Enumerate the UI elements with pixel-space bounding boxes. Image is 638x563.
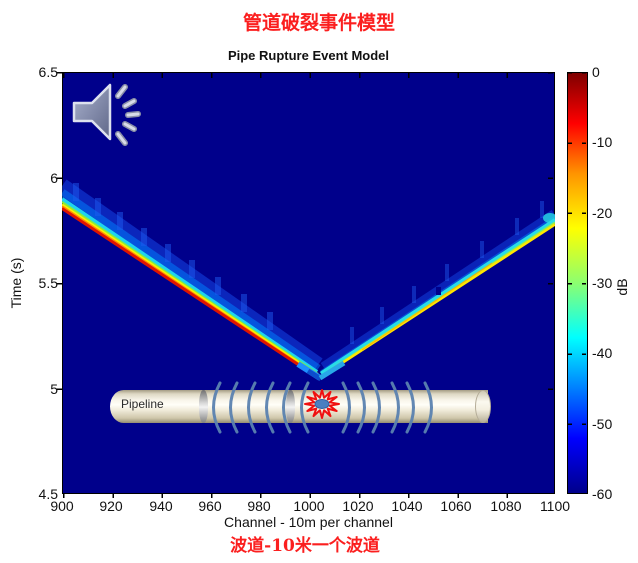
y-tick-label: 6.5	[38, 64, 58, 80]
x-tick-label: 940	[149, 498, 173, 514]
pipe-end-cap	[475, 390, 491, 423]
colorbar-tick-label: -30	[592, 275, 613, 291]
pipeline-label: Pipeline	[121, 397, 164, 411]
pipe-joint	[286, 390, 295, 423]
y-tick-label: 5	[50, 381, 58, 397]
slide-title-chinese: 管道破裂事件模型	[242, 12, 395, 34]
slide-caption-chinese: 波道-10米一个波道	[230, 536, 380, 556]
x-tick-label: 1080	[490, 498, 522, 514]
x-tick-label: 1020	[342, 498, 374, 514]
x-tick-label: 1000	[293, 498, 325, 514]
y-axis-right-ticks	[548, 72, 553, 494]
colorbar-left-ticks	[568, 72, 572, 494]
colorbar-units-label: dB	[614, 278, 630, 296]
y-axis-ticks	[57, 72, 62, 494]
sound-wave-dashes	[115, 84, 141, 146]
speaker-icon[interactable]	[70, 80, 142, 146]
x-tick-label: 1040	[391, 498, 423, 514]
colorbar-tick-label: -20	[592, 205, 613, 221]
pipe-joint	[199, 390, 208, 423]
y-axis-label: Time (s)	[8, 257, 24, 309]
x-tick-label: 1060	[440, 498, 472, 514]
y-tick-label: 4.5	[38, 486, 58, 502]
colorbar-tick-label: 0	[592, 64, 600, 80]
y-tick-label: 6	[50, 170, 58, 186]
x-tick-label: 920	[99, 498, 123, 514]
x-tick-label: 900	[50, 498, 74, 514]
x-tick-label: 980	[247, 498, 271, 514]
x-axis-top-ticks	[63, 73, 554, 78]
x-axis-bottom-ticks	[63, 494, 554, 498]
pipeline-cylinder	[110, 390, 488, 423]
chart-title: Pipe Rupture Event Model	[227, 48, 390, 63]
colorbar-tick-label: -60	[592, 486, 613, 502]
y-tick-label: 5.5	[38, 275, 58, 291]
colorbar-tick-label: -40	[592, 345, 613, 361]
colorbar-tick-label: -50	[592, 416, 613, 432]
colorbar-tick-label: -10	[592, 134, 613, 150]
colorbar-right-ticks	[582, 72, 586, 494]
x-tick-label: 1100	[539, 498, 571, 514]
x-axis-label: Channel - 10m per channel	[224, 514, 393, 530]
x-tick-label: 960	[198, 498, 222, 514]
